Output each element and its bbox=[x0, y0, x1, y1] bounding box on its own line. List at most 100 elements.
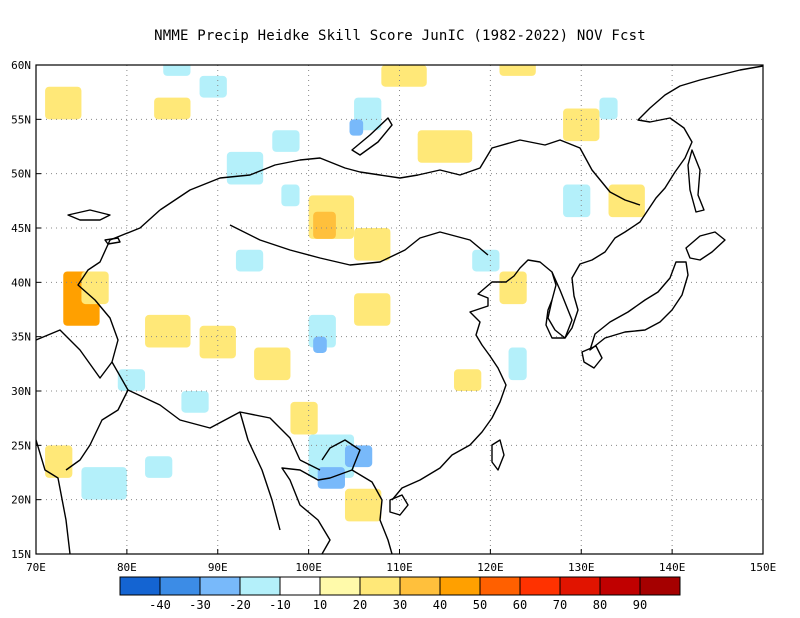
skill-patch bbox=[313, 336, 327, 353]
skill-patch bbox=[181, 391, 209, 413]
colorbar-swatch bbox=[159, 576, 201, 596]
colorbar-swatch bbox=[119, 576, 161, 596]
skill-patch bbox=[354, 293, 391, 326]
colorbar bbox=[119, 576, 681, 596]
lat-tick-label: 60N bbox=[11, 59, 31, 72]
skill-patch bbox=[508, 347, 527, 381]
lat-tick-label: 40N bbox=[11, 276, 31, 289]
colorbar-label: -20 bbox=[229, 598, 251, 612]
skill-patch bbox=[254, 347, 291, 381]
sakhalin bbox=[687, 149, 705, 213]
skill-score-field bbox=[45, 43, 645, 522]
colorbar-label: 90 bbox=[633, 598, 647, 612]
mongolia-china-border bbox=[229, 224, 489, 266]
lake-balkhash bbox=[67, 209, 111, 221]
china-mongolia-border bbox=[159, 139, 641, 211]
colorbar-label: -10 bbox=[269, 598, 291, 612]
skill-patch bbox=[290, 401, 318, 435]
colorbar-label: 10 bbox=[313, 598, 327, 612]
skill-patch bbox=[226, 151, 264, 185]
chart-title: NMME Precip Heidke Skill Score JunIC (19… bbox=[154, 28, 646, 44]
skill-patch bbox=[272, 130, 300, 152]
skill-patch bbox=[308, 434, 355, 478]
skill-patch bbox=[117, 369, 146, 391]
skill-patch bbox=[154, 97, 191, 120]
colorbar-swatch bbox=[279, 576, 321, 596]
colorbar-label: 80 bbox=[593, 598, 607, 612]
colorbar-label: -40 bbox=[149, 598, 171, 612]
colorbar-swatch bbox=[439, 576, 481, 596]
skill-patch bbox=[145, 456, 173, 478]
japan-hokkaido bbox=[685, 231, 726, 261]
colorbar-swatch bbox=[359, 576, 401, 596]
taiwan bbox=[491, 439, 505, 471]
lon-tick-label: 110E bbox=[386, 561, 413, 574]
lake-issyk-kul bbox=[104, 237, 121, 245]
skill-patch bbox=[313, 211, 336, 239]
coastlines-and-borders bbox=[36, 65, 763, 554]
lon-tick-label: 100E bbox=[295, 561, 322, 574]
korea-coastline bbox=[545, 271, 573, 339]
skill-patch bbox=[563, 184, 591, 218]
asia-coastline bbox=[36, 65, 763, 554]
skill-patch bbox=[499, 271, 527, 305]
japan-kyushu bbox=[581, 345, 603, 369]
skill-patch bbox=[472, 249, 500, 272]
lon-tick-label: 140E bbox=[659, 561, 686, 574]
skill-patch bbox=[281, 184, 300, 207]
colorbar-swatch bbox=[639, 576, 681, 596]
lon-tick-label: 150E bbox=[750, 561, 777, 574]
skill-patch bbox=[563, 108, 600, 142]
lat-tick-label: 35N bbox=[11, 331, 31, 344]
graticule bbox=[36, 65, 763, 554]
se-asia-borders bbox=[239, 411, 361, 531]
colorbar-label: -30 bbox=[189, 598, 211, 612]
skill-patch bbox=[81, 271, 109, 305]
china-west-border bbox=[77, 209, 301, 461]
colorbar-label: 40 bbox=[433, 598, 447, 612]
colorbar-swatch bbox=[199, 576, 241, 596]
japan-honshu bbox=[589, 261, 689, 351]
longitude-tick-labels: 70E 80E 90E 100E 110E 120E 130E 140E 150E bbox=[26, 549, 776, 574]
lat-tick-label: 45N bbox=[11, 222, 31, 235]
colorbar-labels: -40 -30 -20 -10 10 20 30 40 50 60 70 80 90 bbox=[149, 598, 647, 612]
colorbar-swatch bbox=[399, 576, 441, 596]
lon-tick-label: 120E bbox=[477, 561, 504, 574]
lon-tick-label: 70E bbox=[26, 561, 46, 574]
skill-patch bbox=[199, 325, 236, 359]
colorbar-swatch bbox=[479, 576, 521, 596]
lon-tick-label: 130E bbox=[568, 561, 595, 574]
lat-tick-label: 50N bbox=[11, 168, 31, 181]
india-border bbox=[36, 329, 129, 471]
skill-patch bbox=[381, 65, 427, 87]
colorbar-swatch bbox=[319, 576, 361, 596]
skill-patch bbox=[344, 488, 382, 522]
skill-patch bbox=[349, 119, 364, 136]
lat-tick-label: 30N bbox=[11, 385, 31, 398]
latitude-tick-labels: 15N 20N 25N 30N 35N 40N 45N 50N 55N 60N bbox=[11, 59, 41, 561]
lat-tick-label: 20N bbox=[11, 494, 31, 507]
skill-patch bbox=[454, 369, 482, 391]
skill-patch bbox=[599, 97, 618, 120]
skill-patch bbox=[417, 130, 473, 163]
colorbar-label: 50 bbox=[473, 598, 487, 612]
skill-patch bbox=[45, 445, 73, 478]
skill-patch bbox=[499, 65, 536, 76]
colorbar-label: 30 bbox=[393, 598, 407, 612]
lat-tick-label: 25N bbox=[11, 439, 31, 452]
colorbar-swatch bbox=[239, 576, 281, 596]
skill-patch bbox=[45, 86, 82, 120]
skill-patch bbox=[72, 43, 108, 65]
colorbar-label: 20 bbox=[353, 598, 367, 612]
skill-patch bbox=[163, 65, 191, 76]
colorbar-swatch bbox=[599, 576, 641, 596]
skill-patch bbox=[145, 314, 191, 348]
skill-patch bbox=[354, 228, 391, 261]
skill-patch bbox=[199, 75, 227, 98]
lat-tick-label: 15N bbox=[11, 548, 31, 561]
skill-patch bbox=[81, 467, 127, 500]
colorbar-swatch bbox=[559, 576, 601, 596]
lake-baikal bbox=[351, 117, 393, 156]
hainan bbox=[389, 494, 409, 516]
